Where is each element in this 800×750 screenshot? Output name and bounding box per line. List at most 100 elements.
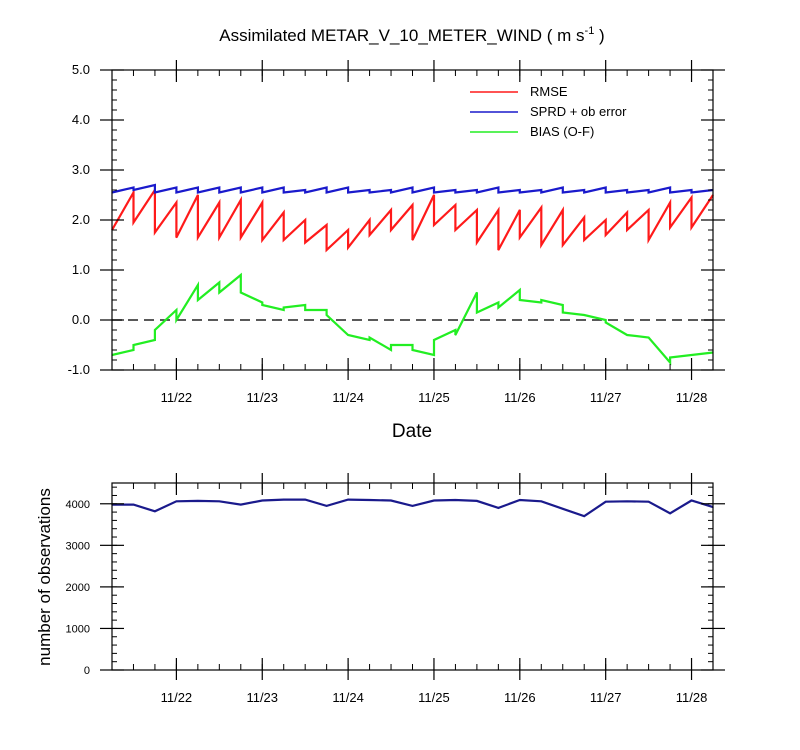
data-point — [218, 236, 220, 239]
y-tick-label: 4.0 — [72, 112, 90, 127]
y-tick-label: 1000 — [66, 623, 90, 635]
data-point — [347, 499, 349, 501]
data-point — [433, 339, 435, 341]
data-point — [154, 329, 156, 331]
data-point — [132, 504, 135, 506]
data-point — [583, 515, 585, 517]
data-point — [605, 191, 607, 194]
x-tick-label: 11/23 — [246, 690, 278, 705]
data-point — [175, 319, 177, 321]
data-point — [476, 191, 478, 194]
data-point — [454, 499, 457, 501]
data-point — [175, 186, 177, 189]
data-point — [454, 204, 457, 206]
x-tick-label: 11/28 — [676, 690, 708, 705]
data-point — [368, 234, 371, 236]
data-point — [433, 194, 435, 196]
data-point — [562, 311, 564, 314]
data-point — [283, 239, 285, 241]
data-point — [218, 281, 220, 284]
data-point — [411, 349, 414, 351]
data-point — [175, 201, 177, 204]
data-point — [304, 189, 306, 191]
data-point — [132, 344, 135, 346]
data-point — [669, 191, 671, 194]
data-point — [690, 354, 693, 356]
data-point — [283, 191, 285, 194]
data-point — [497, 249, 499, 251]
data-point — [197, 236, 199, 239]
data-point — [197, 284, 199, 286]
data-point — [411, 239, 414, 241]
data-point — [197, 194, 199, 196]
chart-title-unit-sup: -1 — [585, 25, 595, 37]
data-point — [283, 499, 285, 501]
y-axis-label: number of observations — [35, 488, 54, 666]
data-point — [497, 191, 499, 194]
legend-label: SPRD + ob error — [530, 104, 627, 119]
data-point — [368, 191, 371, 194]
y-tick-label: 1.0 — [72, 262, 90, 277]
y-tick-label: 0 — [84, 665, 90, 677]
data-point — [519, 209, 521, 211]
x-tick-label: 11/25 — [418, 390, 450, 405]
data-point — [648, 209, 650, 211]
data-point — [368, 339, 371, 341]
data-point — [433, 191, 435, 194]
data-point — [261, 186, 263, 189]
top-series-group — [111, 183, 714, 366]
y-tick-label: 4000 — [66, 499, 90, 511]
data-point — [283, 186, 285, 189]
data-point — [154, 184, 156, 186]
legend: RMSE SPRD + ob error BIAS (O-F) — [470, 84, 627, 139]
data-point — [648, 189, 650, 191]
data-point — [519, 189, 521, 191]
data-point — [261, 304, 263, 306]
data-point — [626, 500, 628, 502]
data-point — [433, 499, 435, 502]
data-point — [562, 304, 564, 306]
data-point — [454, 329, 457, 331]
data-point — [175, 191, 177, 194]
data-point — [240, 191, 242, 194]
data-point — [519, 236, 521, 239]
data-point — [454, 191, 457, 194]
data-point — [368, 189, 371, 191]
data-point — [411, 191, 414, 194]
data-point — [154, 339, 156, 341]
data-point — [583, 216, 585, 219]
data-point — [175, 500, 177, 502]
data-point — [368, 499, 371, 501]
data-point — [690, 196, 693, 199]
x-tick-label: 11/26 — [504, 690, 536, 705]
data-point — [690, 189, 693, 191]
data-point — [304, 191, 306, 194]
bottom-ticks: 11/22 11/23 11/24 11/25 11/26 11/27 11/28 0 1000… — [66, 473, 725, 705]
data-point — [283, 306, 285, 309]
data-point — [347, 246, 349, 249]
data-point — [326, 309, 328, 311]
data-point — [197, 186, 199, 189]
data-point — [368, 219, 371, 221]
x-tick-label: 11/27 — [590, 690, 622, 705]
data-point — [669, 512, 671, 514]
x-tick-label: 11/25 — [418, 690, 450, 705]
data-point — [626, 334, 628, 336]
data-point — [411, 204, 414, 206]
data-point — [390, 191, 392, 194]
data-point — [132, 189, 135, 191]
data-point — [519, 289, 521, 291]
data-point — [240, 504, 242, 506]
data-point — [261, 301, 263, 304]
series-line-number-of-observations — [112, 498, 714, 518]
data-point — [669, 201, 671, 204]
data-point — [433, 224, 435, 226]
data-point — [497, 507, 499, 509]
data-point — [562, 209, 564, 211]
series-line-rmse — [111, 186, 714, 253]
x-tick-label: 11/28 — [676, 390, 708, 405]
chart-title-text: Assimilated METAR_V_10_METER_WIND ( m s — [219, 26, 584, 45]
data-point — [476, 209, 478, 211]
data-point — [283, 309, 285, 311]
y-tick-label: 5.0 — [72, 62, 90, 77]
